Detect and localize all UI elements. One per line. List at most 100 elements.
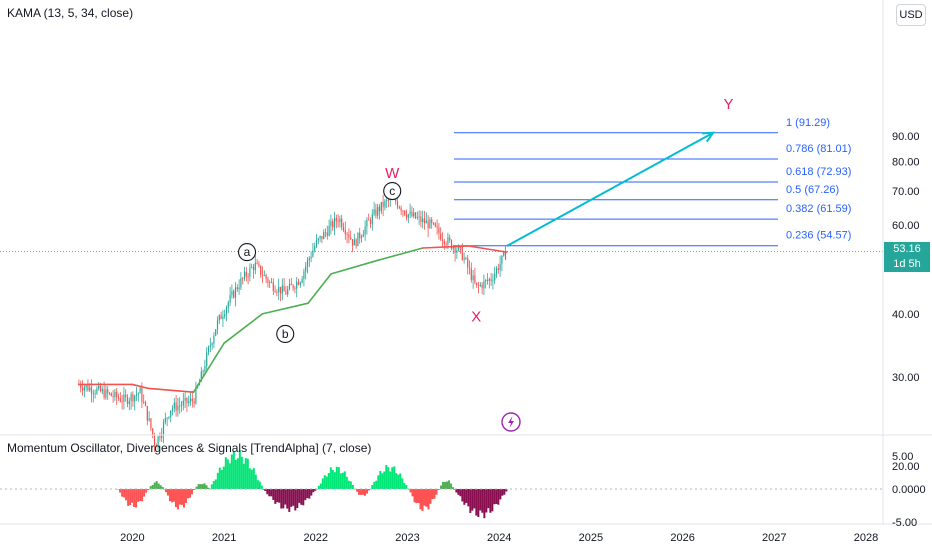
candle-body	[195, 387, 197, 404]
oscillator-bar	[364, 489, 367, 496]
oscillator-bar	[435, 489, 438, 495]
oscillator-bar	[415, 489, 418, 504]
kama-line-segment[interactable]	[192, 342, 225, 393]
kama-line-segment[interactable]	[307, 273, 332, 304]
projection-arrow[interactable]	[506, 131, 714, 247]
candle-body	[87, 385, 89, 391]
candle-body	[144, 401, 147, 407]
oscillator-bar	[216, 472, 219, 489]
main-price-pane[interactable]: 1 (91.29) 0.786 (81.01) 0.618 (72.93) 0.5 (…	[0, 96, 883, 453]
currency-button[interactable]: USD	[896, 4, 926, 26]
oscillator-bar	[133, 489, 136, 508]
candle-body	[396, 201, 399, 207]
kama-line-segment[interactable]	[330, 259, 378, 275]
candle-body	[449, 237, 451, 241]
candle-body	[483, 280, 485, 289]
year-tick-label: 2023	[395, 532, 419, 544]
candle-body	[283, 285, 285, 292]
price-tick-label: 70.00	[892, 186, 920, 198]
wave-label[interactable]: X	[471, 309, 481, 326]
candle-body	[317, 238, 319, 241]
candle-body	[157, 436, 159, 447]
candle-body	[368, 219, 370, 221]
oscillator-bar	[479, 489, 482, 511]
candle-body	[247, 276, 249, 278]
candle-body	[495, 268, 498, 274]
oscillator-bar	[121, 489, 124, 497]
candle-body	[326, 232, 328, 236]
candle-body	[407, 214, 409, 218]
oscillator-bar	[234, 459, 237, 489]
oscillator-bar	[139, 489, 142, 501]
oscillator-bar	[288, 489, 291, 512]
candle-body	[200, 371, 202, 382]
candle-body	[143, 401, 145, 403]
candle-body	[83, 387, 85, 391]
kama-line-segment[interactable]	[131, 383, 149, 390]
oscillator-bar	[286, 489, 289, 509]
oscillator-bar	[421, 489, 424, 511]
wave-label[interactable]: a	[244, 245, 251, 259]
oscillator-bar	[319, 483, 322, 489]
candle-body	[445, 244, 447, 245]
kama-line-segment[interactable]	[223, 313, 264, 344]
candle-body	[303, 271, 305, 279]
price-tick-label: 40.00	[892, 309, 920, 321]
candle-body	[373, 209, 375, 215]
oscillator-bar	[389, 471, 392, 489]
candle-body	[267, 278, 269, 283]
wave-label[interactable]: Y	[723, 96, 733, 113]
countdown-badge: 1d 5h	[884, 257, 930, 272]
price-tick-label: 60.00	[892, 220, 920, 232]
oscillator-bar	[230, 454, 233, 489]
oscillator-bar	[193, 489, 196, 490]
candle-body	[179, 405, 181, 407]
oscillator-bar	[345, 476, 348, 489]
kama-line-segment[interactable]	[467, 245, 508, 253]
wave-label[interactable]: W	[385, 165, 400, 182]
candle-body	[243, 271, 246, 279]
oscillator-bar	[325, 476, 328, 489]
candle-body	[222, 316, 224, 320]
oscillator-bar	[399, 473, 402, 489]
oscillator-bar	[186, 489, 189, 499]
oscillator-bar	[453, 489, 456, 490]
candle-body	[189, 398, 192, 402]
main-indicator-legend[interactable]: KAMA (13, 5, 34, close)	[7, 6, 134, 20]
kama-line-segment[interactable]	[261, 302, 309, 315]
candle-body	[418, 216, 420, 218]
oscillator-bar	[387, 467, 390, 489]
candle-body	[411, 211, 413, 217]
year-tick-label: 2027	[762, 532, 786, 544]
oscillator-bar	[405, 484, 408, 489]
oscillator-bar	[358, 489, 361, 495]
oscillator-bar	[119, 489, 122, 493]
oscillator-bar	[135, 489, 138, 508]
oscillator-legend[interactable]: Momentum Oscillator, Divergences & Signa…	[7, 441, 372, 455]
oscillator-bar	[487, 489, 490, 509]
oscillator-bar	[199, 484, 202, 489]
kama-line-segment[interactable]	[376, 247, 424, 262]
oscillator-bar	[407, 488, 410, 490]
oscillator-pane[interactable]	[0, 450, 883, 519]
kama-line-segment[interactable]	[421, 245, 470, 249]
candle-body	[454, 247, 456, 253]
candle-body	[85, 385, 87, 388]
kama-line-segment[interactable]	[146, 387, 195, 393]
candle-body	[434, 223, 436, 227]
wave-label[interactable]: c	[389, 184, 395, 198]
candle-body	[470, 268, 472, 281]
candle-body	[240, 278, 242, 288]
oscillator-bar	[162, 489, 165, 490]
candle-body	[501, 255, 503, 264]
candle-body	[103, 389, 105, 398]
candle-body	[130, 394, 132, 401]
year-tick-label: 2024	[487, 532, 511, 544]
wave-label[interactable]: b	[282, 327, 289, 341]
oscillator-bar	[190, 489, 193, 495]
candle-body	[423, 218, 426, 224]
candle-body	[148, 418, 150, 421]
candle-body	[499, 263, 501, 271]
